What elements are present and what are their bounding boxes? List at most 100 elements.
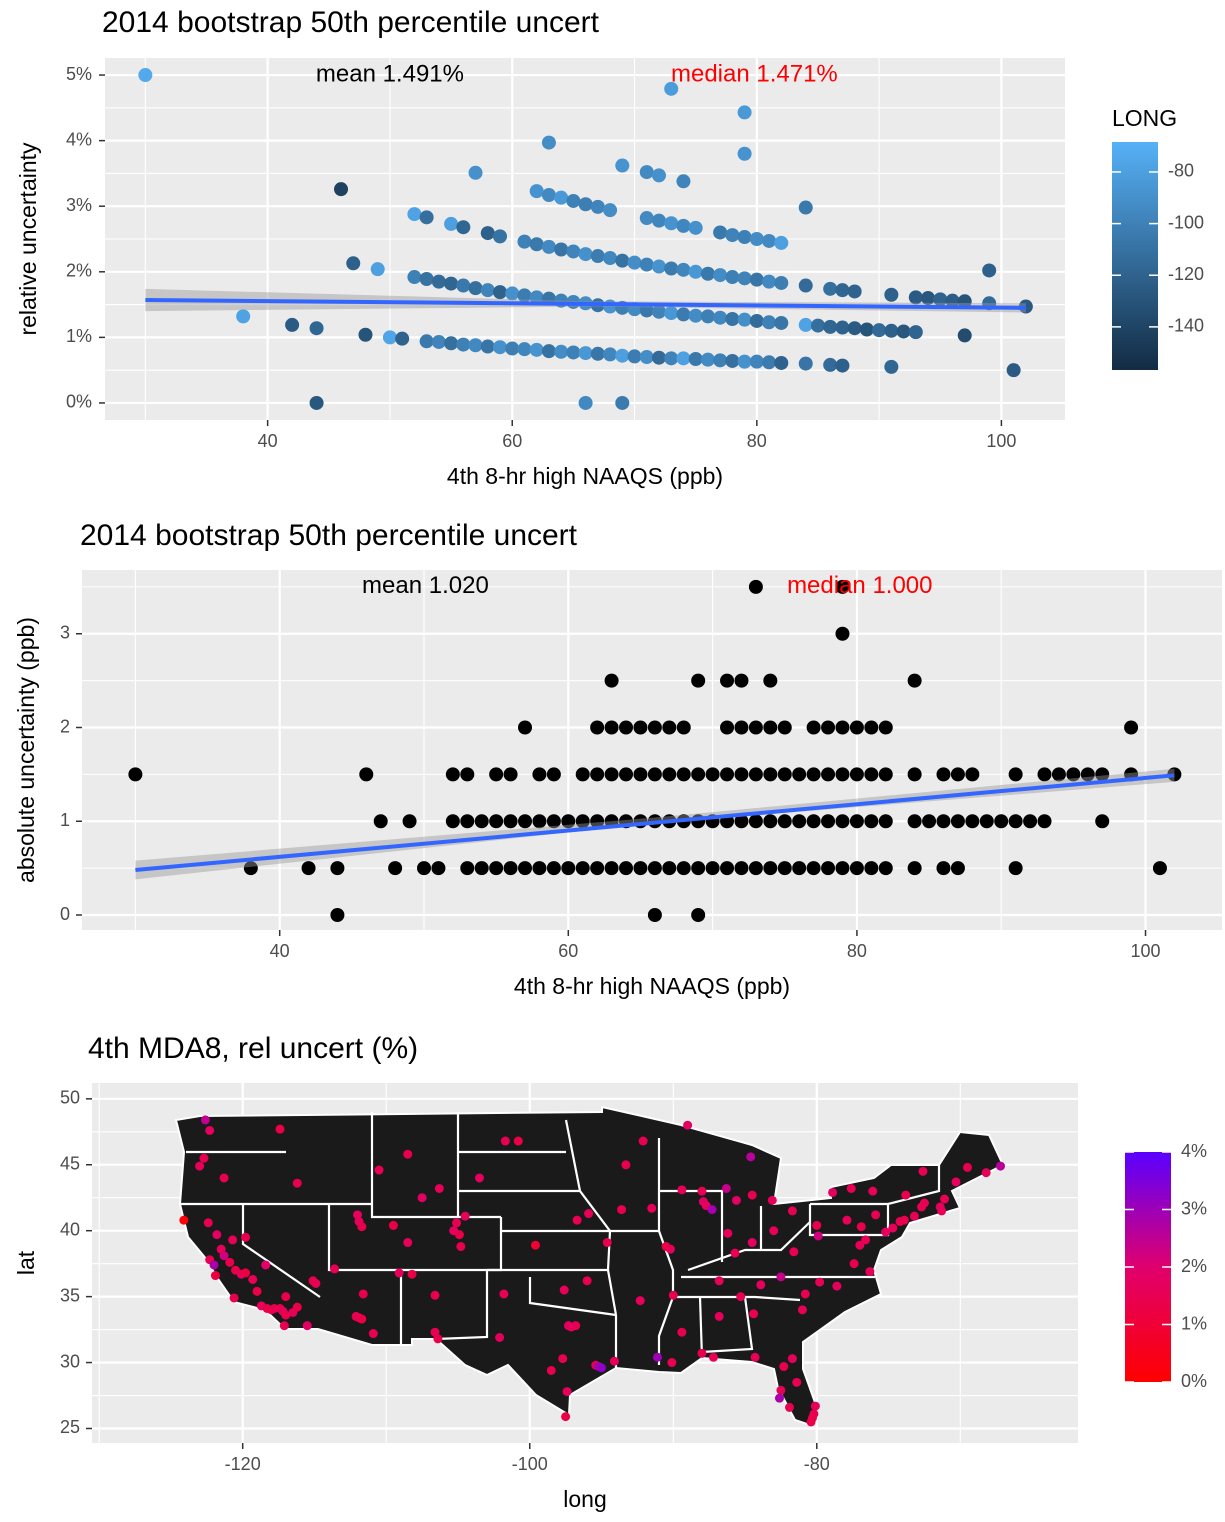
point	[561, 1412, 571, 1422]
point	[638, 1136, 648, 1146]
point	[720, 673, 735, 688]
point	[705, 861, 720, 876]
point	[842, 1215, 852, 1225]
point	[578, 197, 593, 212]
point	[979, 814, 994, 829]
point	[787, 1206, 797, 1216]
point	[212, 1230, 222, 1240]
point	[688, 308, 703, 323]
point	[933, 292, 948, 307]
point	[713, 268, 728, 283]
point	[812, 1220, 822, 1230]
point	[908, 325, 923, 340]
point	[541, 135, 556, 150]
point	[806, 814, 821, 829]
point	[228, 1235, 238, 1245]
y-tick-label: 1	[60, 810, 70, 830]
point	[604, 673, 619, 688]
point	[489, 861, 504, 876]
point	[835, 814, 850, 829]
point	[731, 1195, 741, 1205]
point	[566, 193, 581, 208]
point	[763, 861, 778, 876]
point	[878, 814, 893, 829]
point	[821, 767, 836, 782]
colorbar-label: -80	[1168, 161, 1194, 181]
state-line	[701, 1296, 754, 1354]
point	[407, 207, 422, 222]
point	[700, 309, 715, 324]
point	[431, 861, 446, 876]
point	[846, 1183, 856, 1193]
point	[279, 1321, 289, 1331]
point	[815, 1277, 825, 1287]
point	[878, 720, 893, 735]
point	[855, 1240, 865, 1250]
point	[664, 261, 679, 276]
point	[864, 767, 879, 782]
x-tick-label: -100	[512, 1454, 548, 1474]
point	[518, 814, 533, 829]
point	[1008, 814, 1023, 829]
point	[603, 203, 618, 218]
point	[835, 720, 850, 735]
point	[357, 1314, 367, 1324]
point	[357, 1222, 367, 1232]
point	[664, 216, 679, 231]
point	[584, 1209, 594, 1219]
point	[700, 352, 715, 367]
point	[872, 323, 887, 338]
state-line	[887, 1165, 941, 1206]
point	[604, 861, 619, 876]
point	[737, 271, 752, 286]
colorbar-label: -100	[1168, 212, 1204, 232]
colorbar-label: 2%	[1181, 1256, 1207, 1276]
annotation: mean 1.020	[362, 572, 489, 599]
point	[798, 317, 813, 332]
point	[835, 283, 850, 298]
point	[546, 861, 561, 876]
point	[798, 200, 813, 215]
point	[503, 767, 518, 782]
point	[138, 68, 153, 83]
point	[878, 767, 893, 782]
x-tick-label: 100	[1130, 941, 1160, 961]
point	[957, 328, 972, 343]
point	[1066, 767, 1081, 782]
point	[615, 348, 630, 363]
trend-line	[135, 773, 1175, 872]
point	[884, 287, 899, 302]
point	[835, 320, 850, 335]
point	[1037, 767, 1052, 782]
point	[950, 767, 965, 782]
point	[346, 256, 361, 271]
point	[558, 1354, 568, 1364]
point	[725, 228, 740, 243]
point	[449, 1226, 459, 1236]
point	[921, 291, 936, 306]
state-line	[698, 1296, 704, 1359]
point	[981, 1168, 991, 1178]
x-axis-title: 4th 8-hr high NAAQS (ppb)	[514, 973, 790, 999]
point	[205, 1125, 215, 1135]
point	[444, 336, 459, 351]
chart-title: 2014 bootstrap 50th percentile uncert	[102, 6, 600, 39]
point	[452, 1218, 462, 1228]
point	[734, 767, 749, 782]
point	[532, 814, 547, 829]
point	[899, 1215, 909, 1225]
point	[810, 318, 825, 333]
point	[737, 312, 752, 327]
point	[590, 249, 605, 264]
point	[430, 1290, 440, 1300]
point	[518, 720, 533, 735]
point	[480, 226, 495, 241]
point	[1008, 767, 1023, 782]
y-tick-label: 3%	[66, 195, 92, 215]
point	[713, 310, 728, 325]
point	[907, 814, 922, 829]
point	[697, 1186, 707, 1196]
point	[566, 345, 581, 360]
point	[554, 190, 569, 205]
x-axis-title: 4th 8-hr high NAAQS (ppb)	[447, 463, 723, 489]
